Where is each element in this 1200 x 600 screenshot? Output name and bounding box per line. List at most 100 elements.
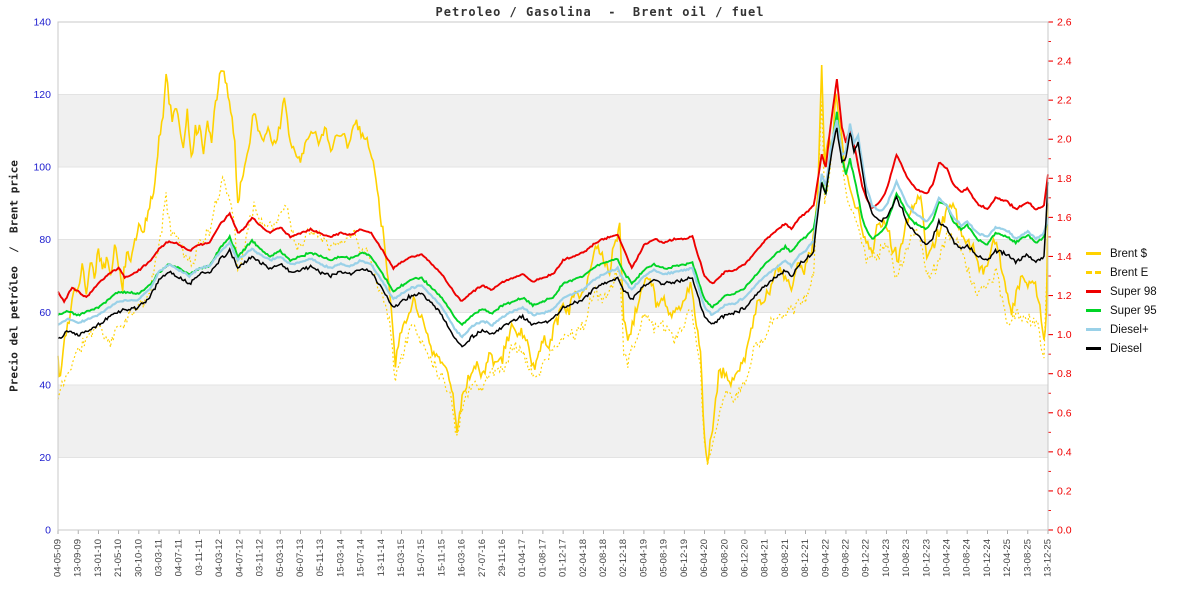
x-tick-label: 05-04-19 [638, 539, 649, 577]
x-tick-label: 06-04-20 [699, 539, 710, 577]
y-right-tick-label: 0.4 [1057, 446, 1072, 458]
x-tick-label: 21-05-10 [113, 539, 124, 577]
chart-title: Petroleo / Gasolina - Brent oil / fuel [435, 5, 765, 19]
y-right-tick-label: 2.6 [1057, 17, 1072, 29]
x-tick-label: 05-11-13 [315, 539, 326, 576]
legend-item-brent-: Brent $ [1086, 244, 1157, 263]
x-tick-label: 16-03-16 [457, 539, 468, 577]
plot-frame [57, 21, 1049, 531]
x-tick-label: 04-03-12 [214, 539, 225, 577]
x-tick-label: 10-04-24 [941, 539, 952, 577]
y-left-tick-label: 120 [33, 89, 51, 101]
x-tick-label: 01-08-17 [537, 539, 548, 577]
x-tick-label: 12-04-25 [1002, 539, 1013, 577]
background-band [58, 384, 1048, 458]
background-band [58, 239, 1048, 313]
x-tick-label: 06-07-13 [295, 539, 306, 577]
x-tick-label: 15-11-15 [436, 539, 447, 576]
x-tick-label: 09-12-22 [861, 539, 872, 577]
y-right-tick-label: 0.2 [1057, 485, 1072, 497]
x-tick-label: 04-05-09 [53, 539, 64, 577]
x-tick-label: 27-07-16 [477, 539, 488, 577]
legend-item-brent-e: Brent E [1086, 263, 1157, 282]
legend: Brent $ Brent E Super 98 Super 95 Diesel+ Die… [1086, 244, 1157, 358]
x-tick-label: 09-04-22 [820, 539, 831, 577]
legend-label: Brent E [1110, 266, 1149, 279]
x-tick-label: 02-04-18 [578, 539, 589, 577]
legend-line-swatch [1086, 347, 1101, 350]
x-tick-label: 06-12-20 [739, 539, 750, 577]
y-left-tick-label: 80 [39, 234, 51, 246]
legend-label: Diesel+ [1110, 323, 1149, 336]
x-tick-label: 03-11-12 [255, 539, 266, 576]
x-tick-label: 15-07-14 [356, 539, 367, 577]
legend-label: Super 98 [1110, 285, 1157, 298]
x-tick-label: 13-08-25 [1022, 539, 1033, 577]
x-tick-label: 02-12-18 [618, 539, 629, 577]
series-line-super-98 [57, 78, 1049, 304]
x-tick-label: 29-11-16 [497, 539, 508, 576]
x-tick-label: 06-08-20 [719, 539, 730, 577]
legend-line-swatch [1086, 309, 1101, 312]
legend-line-swatch [1086, 290, 1101, 293]
x-tick-label: 10-12-23 [921, 539, 932, 577]
y-left-tick-label: 0 [45, 525, 51, 537]
y-right-tick-label: 2.2 [1057, 95, 1072, 107]
x-tick-label: 01-04-17 [517, 539, 528, 577]
x-tick-label: 15-07-15 [416, 539, 427, 577]
y-right-tick-label: 2.4 [1057, 56, 1072, 68]
y-right-tick-label: 0.6 [1057, 407, 1072, 419]
x-tick-label: 05-03-13 [275, 539, 286, 577]
x-tick-label: 30-10-10 [133, 539, 144, 577]
x-tick-label: 13-01-10 [93, 539, 104, 577]
x-tick-label: 06-12-19 [679, 539, 690, 577]
y-right-tick-label: 1.2 [1057, 290, 1072, 302]
x-tick-label: 01-12-17 [558, 539, 569, 577]
series-line-super-95 [57, 111, 1049, 327]
x-tick-label: 09-08-22 [840, 539, 851, 577]
legend-line-swatch [1086, 252, 1101, 255]
y-right-tick-label: 0.0 [1057, 525, 1072, 537]
y-left-tick-label: 40 [39, 379, 51, 391]
x-tick-label: 03-03-11 [154, 539, 165, 576]
x-tick-label: 15-03-14 [335, 539, 346, 577]
x-tick-label: 02-08-18 [598, 539, 609, 577]
y-left-tick-label: 60 [39, 307, 51, 319]
x-tick-label: 04-07-11 [174, 539, 185, 576]
legend-label: Super 95 [1110, 304, 1157, 317]
x-tick-label: 10-08-24 [962, 539, 973, 577]
legend-item-diesel: Diesel [1086, 339, 1157, 358]
x-tick-label: 05-08-19 [659, 539, 670, 577]
x-tick-label: 10-08-23 [901, 539, 912, 577]
x-tick-label: 10-04-23 [881, 539, 892, 577]
x-tick-label: 13-09-09 [73, 539, 84, 577]
x-tick-label: 13-12-25 [1043, 539, 1054, 577]
y-right-tick-label: 1.6 [1057, 212, 1072, 224]
x-tick-label: 04-07-12 [234, 539, 245, 577]
background-band [58, 94, 1048, 168]
y-right-tick-label: 2.0 [1057, 134, 1072, 146]
y-left-tick-label: 20 [39, 452, 51, 464]
legend-line-swatch [1086, 328, 1101, 331]
x-tick-label: 03-11-11 [194, 539, 205, 576]
y-right-tick-label: 1.8 [1057, 173, 1072, 185]
series-line-brent- [57, 64, 1049, 463]
y-right-tick-label: 0.8 [1057, 368, 1072, 380]
series-line-diesel [57, 127, 1049, 348]
x-tick-label: 08-04-21 [760, 539, 771, 577]
x-tick-label: 08-12-21 [800, 539, 811, 577]
series-line-diesel- [57, 119, 1049, 339]
y-right-tick-label: 1.4 [1057, 251, 1072, 263]
y-left-tick-label: 100 [33, 162, 51, 174]
x-tick-label: 13-11-14 [376, 539, 387, 576]
series-layer [57, 64, 1049, 466]
y-right-tick-label: 1.0 [1057, 329, 1072, 341]
legend-label: Brent $ [1110, 247, 1148, 260]
left-axis-title: Precio del petróleo / Brent price [7, 160, 21, 392]
x-tick-label: 10-12-24 [982, 539, 993, 577]
legend-label: Diesel [1110, 342, 1142, 355]
legend-line-swatch [1086, 271, 1101, 274]
x-tick-label: 08-08-21 [780, 539, 791, 577]
legend-item-super-98: Super 98 [1086, 282, 1157, 301]
